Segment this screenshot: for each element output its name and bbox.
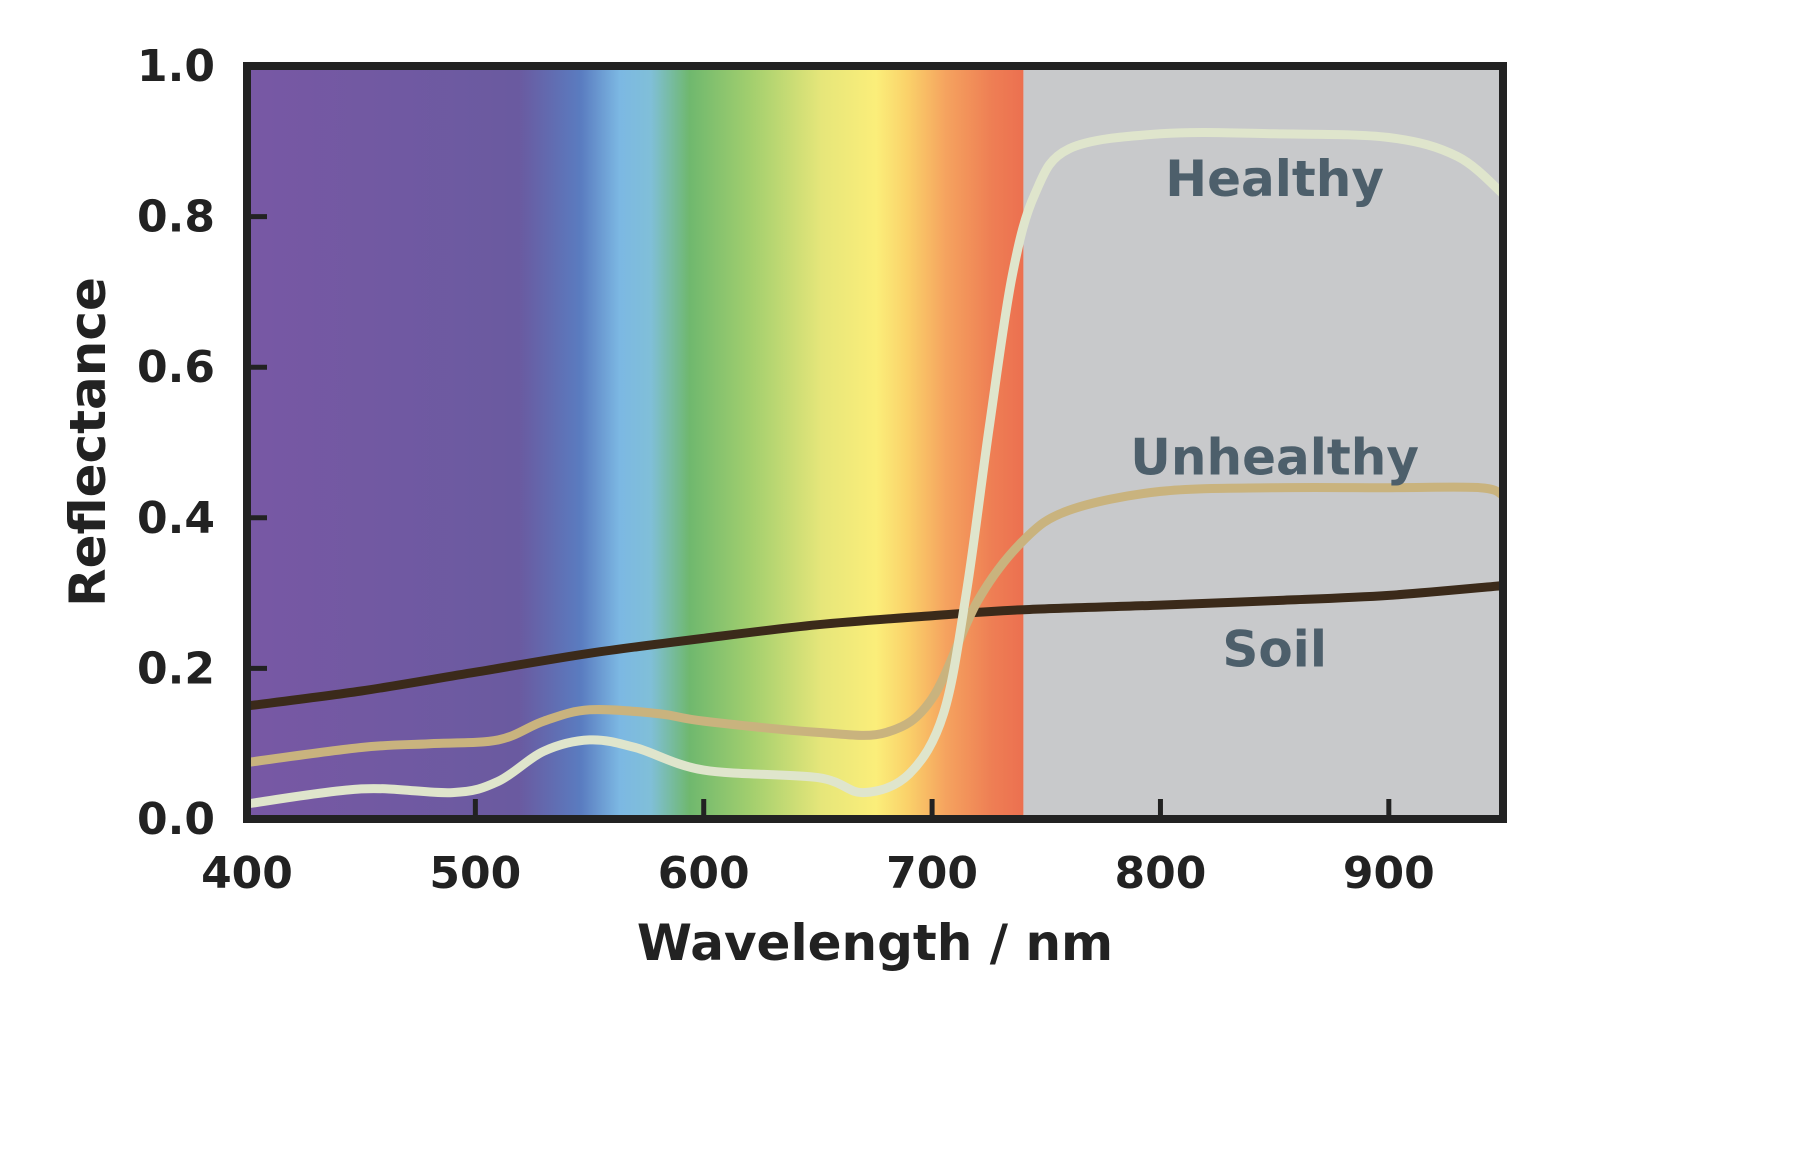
x-axis: 400 500 600 700 800 900 [201, 799, 1435, 899]
y-axis: 0.0 0.2 0.4 0.6 0.8 1.0 [137, 41, 267, 845]
series-line-healthy [247, 128, 1503, 809]
plot-frame [243, 62, 1507, 823]
y-tick-label: 0.4 [137, 493, 215, 544]
y-tick-label: 0.2 [137, 643, 215, 694]
series-label-unhealthy: Unhealthy [1130, 429, 1419, 487]
x-tick-label: 700 [886, 848, 978, 899]
x-tick-label: 600 [658, 848, 750, 899]
x-tick-label: 900 [1343, 848, 1435, 899]
y-tick-label: 0.6 [137, 342, 215, 393]
series-line-soil [247, 581, 1503, 711]
x-tick-label: 400 [201, 848, 293, 899]
x-tick-label: 500 [429, 848, 521, 899]
x-tick-label: 800 [1115, 848, 1207, 899]
series-layer [247, 128, 1503, 809]
visible-spectrum-band [247, 66, 1024, 819]
series-label-soil: Soil [1222, 621, 1327, 679]
y-axis-title: Reflectance [59, 277, 117, 607]
near-infrared-band [1023, 66, 1503, 819]
series-label-healthy: Healthy [1165, 150, 1384, 208]
y-tick-label: 1.0 [137, 41, 215, 92]
x-axis-title: Wavelength / nm [637, 914, 1113, 972]
series-labels: Soil Unhealthy Healthy [1130, 150, 1419, 679]
series-line-unhealthy [247, 482, 1503, 767]
y-tick-label: 0.8 [137, 192, 215, 243]
plot-background [247, 66, 1503, 819]
y-tick-label: 0.0 [137, 794, 215, 845]
